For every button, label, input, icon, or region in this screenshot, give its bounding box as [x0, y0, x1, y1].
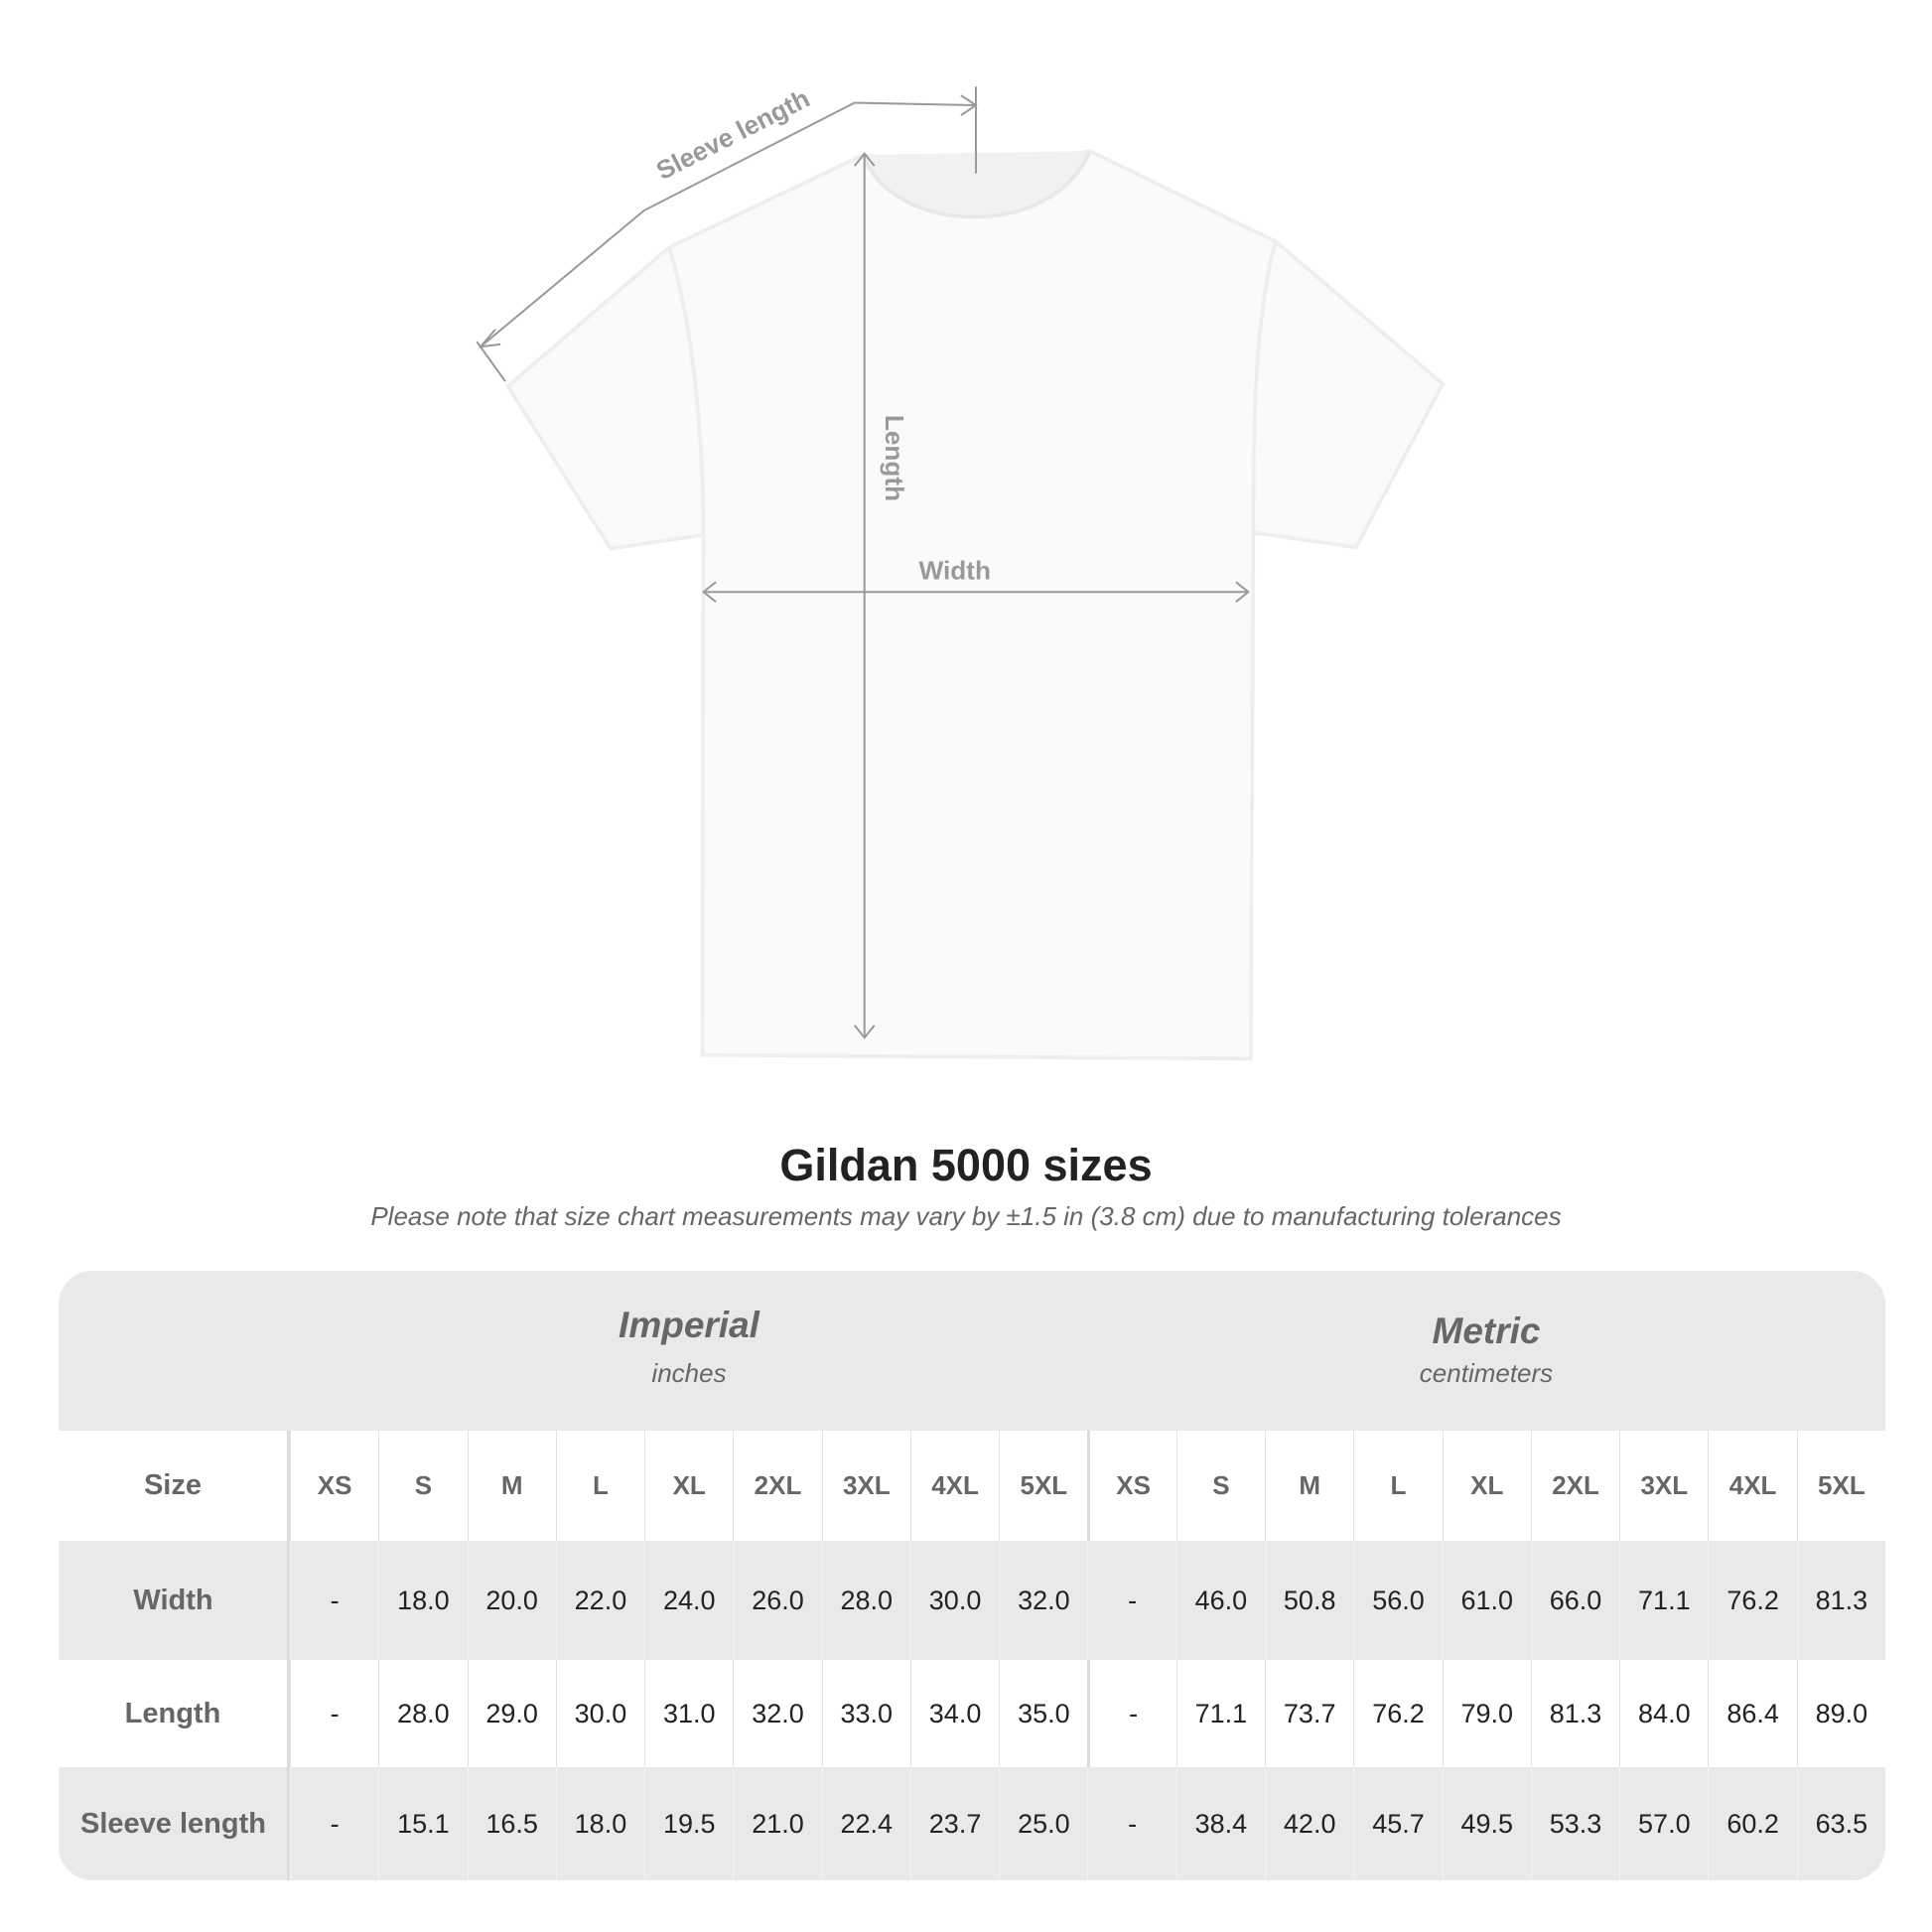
imperial-size-header: S: [378, 1431, 467, 1541]
imperial-value-cell: 22.0: [555, 1541, 644, 1660]
metric-value-cell: 45.7: [1353, 1767, 1442, 1880]
metric-value-cell: -: [1087, 1767, 1175, 1880]
imperial-value-cell: 22.4: [821, 1767, 910, 1880]
imperial-size-header: M: [467, 1431, 556, 1541]
imperial-size-header: XL: [644, 1431, 733, 1541]
imperial-value-cell: 28.0: [821, 1541, 910, 1660]
row-label: Width: [59, 1541, 290, 1660]
imperial-header: Imperial inches: [290, 1305, 1088, 1389]
imperial-value-cell: 23.7: [909, 1767, 999, 1880]
imperial-size-header: 2XL: [733, 1431, 821, 1541]
metric-value-cell: 60.2: [1708, 1767, 1796, 1880]
width-label: Width: [919, 556, 991, 586]
metric-size-header: XS: [1087, 1431, 1175, 1541]
metric-size-header: 3XL: [1619, 1431, 1708, 1541]
imperial-value-cell: 19.5: [644, 1767, 733, 1880]
table-header: Imperial inches Metric centimeters: [59, 1271, 1885, 1431]
metric-header: Metric centimeters: [1087, 1311, 1885, 1389]
imperial-label: Imperial: [619, 1305, 759, 1345]
metric-value-cell: 73.7: [1265, 1660, 1353, 1767]
size-header-row: Size XS S M L XL 2XL 3XL 4XL 5XL XS S M L XL 2XL 3XL 4XL 5…: [59, 1431, 1885, 1541]
metric-value-cell: 89.0: [1796, 1660, 1885, 1767]
metric-value-cell: 71.1: [1175, 1660, 1265, 1767]
metric-value-cell: 57.0: [1619, 1767, 1708, 1880]
metric-value-cell: 42.0: [1265, 1767, 1353, 1880]
metric-value-cell: 53.3: [1530, 1767, 1619, 1880]
metric-value-cell: 84.0: [1619, 1660, 1708, 1767]
imperial-value-cell: -: [289, 1767, 378, 1880]
imperial-value-cell: 30.0: [909, 1541, 999, 1660]
imperial-value-cell: 21.0: [733, 1767, 821, 1880]
imperial-value-cell: 24.0: [644, 1541, 733, 1660]
metric-value-cell: 79.0: [1442, 1660, 1531, 1767]
metric-value-cell: -: [1087, 1541, 1175, 1660]
row-label: Length: [59, 1660, 290, 1767]
metric-value-cell: 61.0: [1442, 1541, 1531, 1660]
tshirt-diagram: Sleeve length Length Width: [476, 83, 1446, 1061]
imperial-unit: inches: [651, 1358, 727, 1388]
imperial-value-cell: -: [289, 1660, 378, 1767]
imperial-value-cell: 26.0: [733, 1541, 821, 1660]
sleeve-length-label: Sleeve length: [651, 83, 814, 186]
metric-size-header: XL: [1442, 1431, 1531, 1541]
imperial-value-cell: 34.0: [909, 1660, 999, 1767]
metric-size-header: L: [1353, 1431, 1442, 1541]
metric-value-cell: 86.4: [1708, 1660, 1796, 1767]
metric-size-header: 4XL: [1708, 1431, 1796, 1541]
metric-size-header: M: [1265, 1431, 1353, 1541]
imperial-value-cell: 15.1: [378, 1767, 467, 1880]
table-row: Sleeve length -15.1 16.5 18.0 19.5 21.0 22.4 23…: [59, 1767, 1885, 1880]
metric-label: Metric: [1432, 1311, 1541, 1351]
metric-value-cell: 76.2: [1353, 1660, 1442, 1767]
metric-value-cell: 71.1: [1619, 1541, 1708, 1660]
metric-value-cell: 38.4: [1175, 1767, 1265, 1880]
metric-unit: centimeters: [1419, 1358, 1554, 1388]
tolerance-note: Please note that size chart measurements…: [370, 1201, 1562, 1231]
metric-value-cell: 49.5: [1442, 1767, 1531, 1880]
width-measure-line: [701, 581, 1250, 603]
tshirt-image: [505, 149, 1446, 1061]
metric-value-cell: 46.0: [1175, 1541, 1265, 1660]
table-row: Width -18.0 20.0 22.0 24.0 26.0 28.0 30.0 32.0-4…: [59, 1541, 1885, 1660]
imperial-value-cell: 18.0: [555, 1767, 644, 1880]
imperial-size-header: XS: [289, 1431, 378, 1541]
imperial-size-header: 5XL: [999, 1431, 1087, 1541]
imperial-value-cell: 20.0: [467, 1541, 556, 1660]
imperial-value-cell: 28.0: [378, 1660, 467, 1767]
metric-size-header: 5XL: [1796, 1431, 1885, 1541]
sleeve-measure-line: [476, 86, 978, 382]
imperial-value-cell: 32.0: [999, 1541, 1087, 1660]
imperial-value-cell: 18.0: [378, 1541, 467, 1660]
imperial-size-header: 4XL: [909, 1431, 999, 1541]
length-label: Length: [880, 415, 909, 501]
imperial-size-header: L: [555, 1431, 644, 1541]
imperial-value-cell: 30.0: [555, 1660, 644, 1767]
row-label: Sleeve length: [59, 1767, 290, 1880]
imperial-value-cell: 32.0: [733, 1660, 821, 1767]
imperial-value-cell: 35.0: [999, 1660, 1087, 1767]
metric-value-cell: 76.2: [1708, 1541, 1796, 1660]
metric-size-header: 2XL: [1530, 1431, 1619, 1541]
metric-value-cell: 50.8: [1265, 1541, 1353, 1660]
imperial-value-cell: 33.0: [821, 1660, 910, 1767]
metric-value-cell: 63.5: [1796, 1767, 1885, 1880]
imperial-value-cell: 25.0: [999, 1767, 1087, 1880]
metric-value-cell: 56.0: [1353, 1541, 1442, 1660]
row-label: Size: [59, 1431, 290, 1541]
metric-value-cell: 81.3: [1796, 1541, 1885, 1660]
metric-size-header: S: [1175, 1431, 1265, 1541]
imperial-size-header: 3XL: [821, 1431, 910, 1541]
imperial-value-cell: 31.0: [644, 1660, 733, 1767]
size-table: Imperial inches Metric centimeters Size X…: [59, 1271, 1885, 1880]
imperial-value-cell: -: [289, 1541, 378, 1660]
imperial-value-cell: 29.0: [467, 1660, 556, 1767]
metric-value-cell: 66.0: [1530, 1541, 1619, 1660]
metric-value-cell: 81.3: [1530, 1660, 1619, 1767]
page-title: Gildan 5000 sizes: [779, 1140, 1153, 1190]
metric-value-cell: -: [1087, 1660, 1175, 1767]
length-measure-line: [853, 152, 876, 1039]
table-row: Length -28.0 29.0 30.0 31.0 32.0 33.0 34.0 35.0-…: [59, 1660, 1885, 1767]
imperial-value-cell: 16.5: [467, 1767, 556, 1880]
